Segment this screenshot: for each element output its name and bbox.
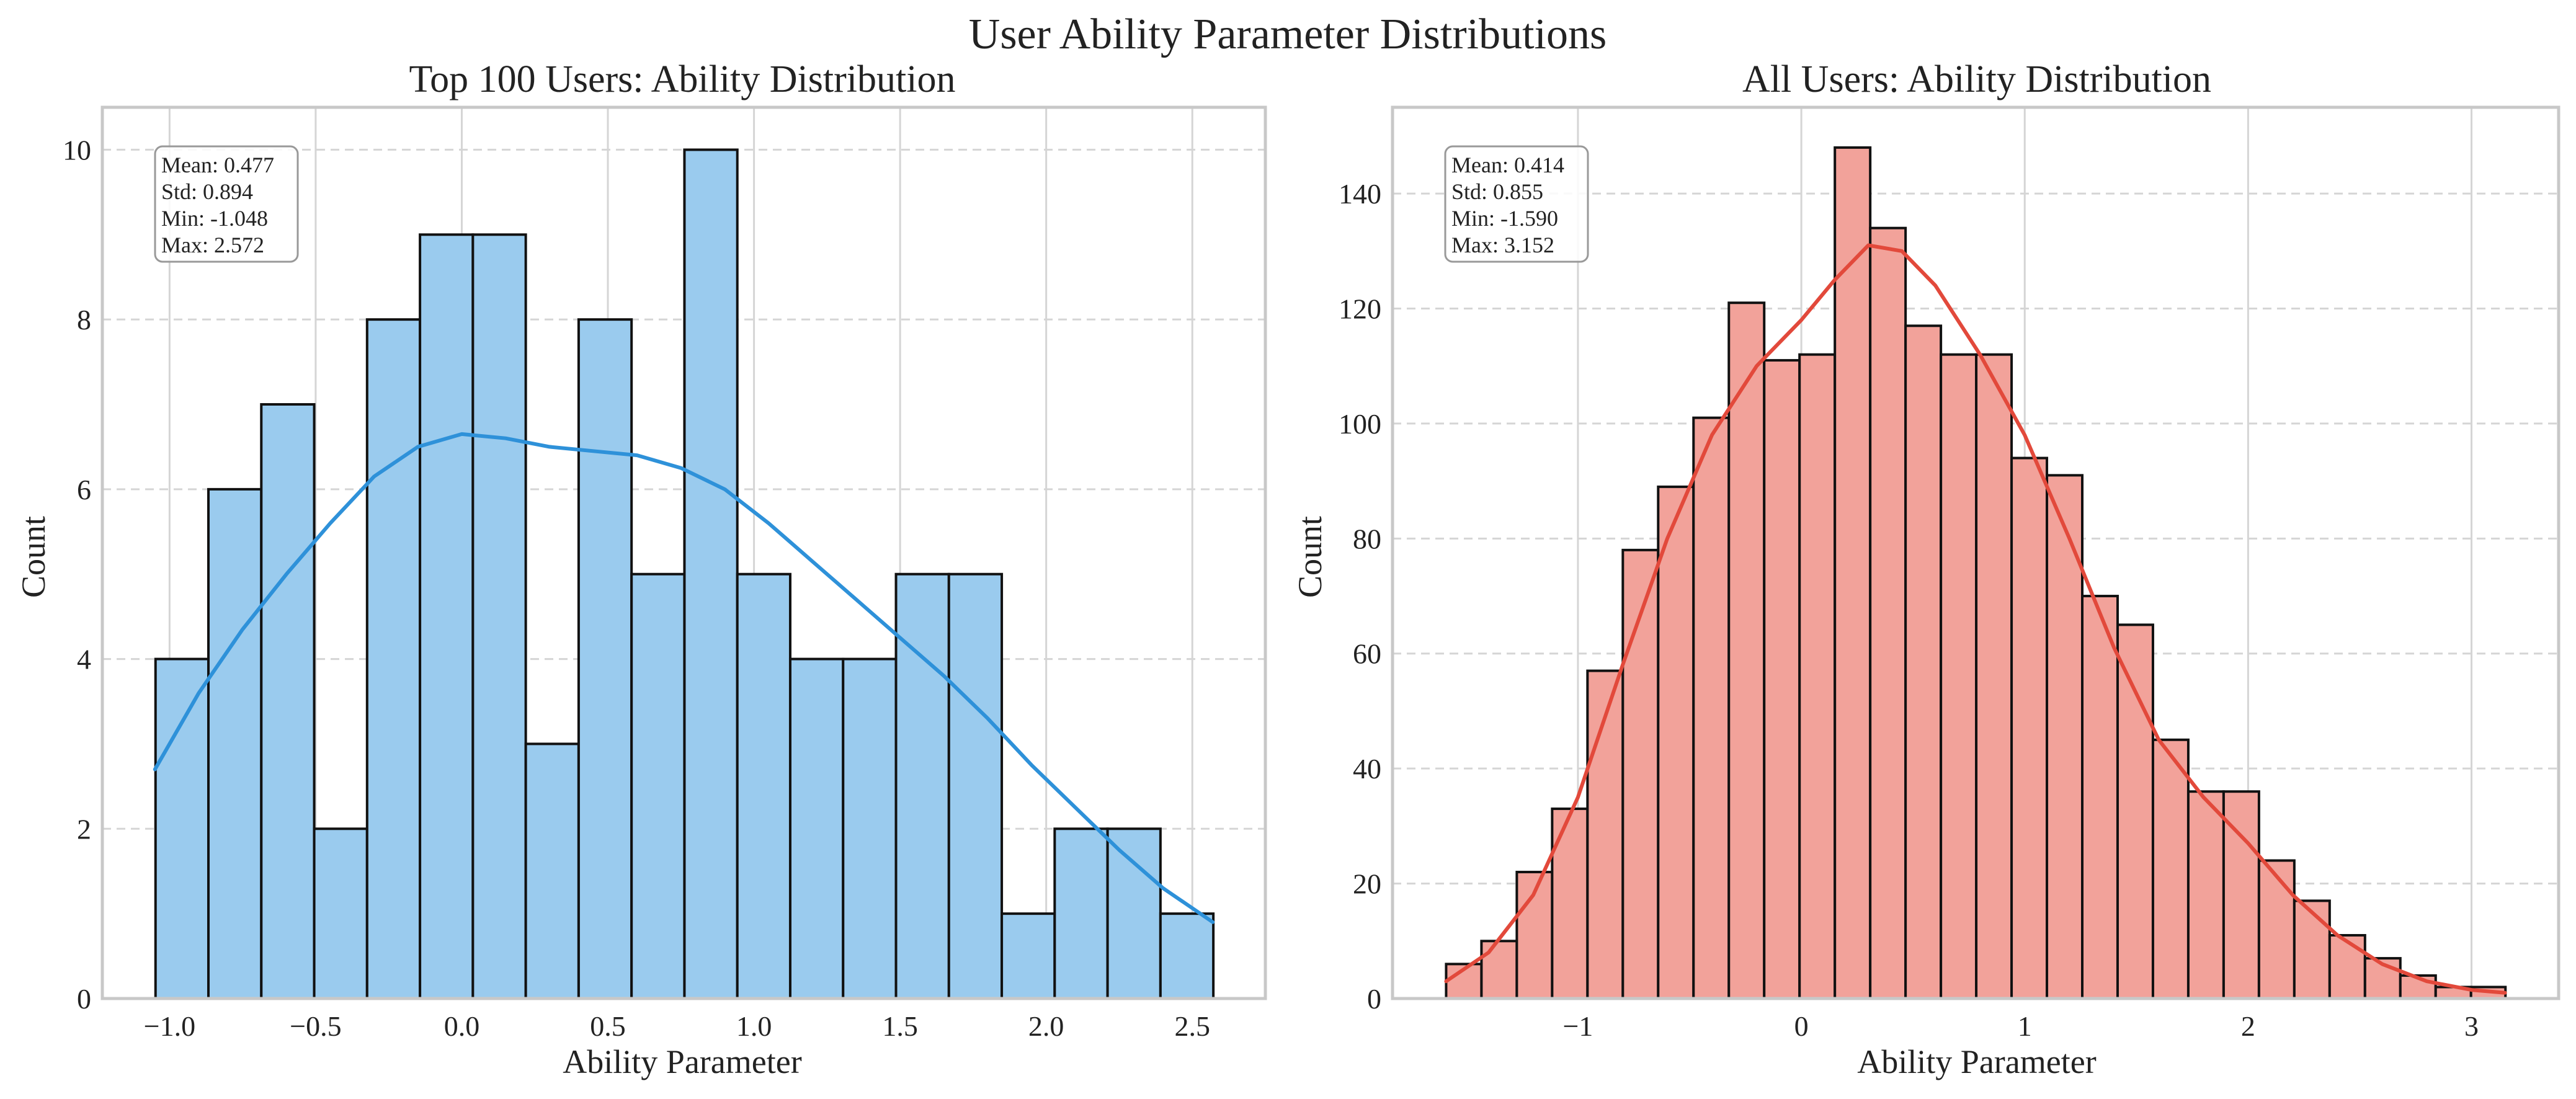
panel-all-users: All Users: Ability Distribution Ability … <box>1291 58 2560 1080</box>
x-tick-label: 1.5 <box>882 1010 918 1042</box>
histogram-bar <box>2046 474 2084 999</box>
x-tick-label: 2.0 <box>1028 1010 1064 1042</box>
stats-box <box>154 145 299 263</box>
histogram-bar <box>2010 456 2049 999</box>
x-tick-label: 1.0 <box>736 1010 772 1042</box>
x-tick-label: 0.5 <box>590 1010 626 1042</box>
histogram-bar <box>736 572 791 999</box>
stats-line: Std: 0.894 <box>161 179 253 204</box>
x-tick-label: 2.5 <box>1174 1010 1210 1042</box>
kde-curve <box>153 432 1215 924</box>
y-tick-label: 20 <box>1353 868 1381 900</box>
stats-box <box>1444 145 1589 263</box>
y-tick-label: 0 <box>77 983 91 1015</box>
y-tick-label: 40 <box>1353 753 1381 785</box>
plot-frame <box>1391 105 2560 1000</box>
stats-line: Min: -1.590 <box>1451 206 1558 231</box>
histogram-bar <box>1001 912 1056 999</box>
x-tick-label: −1 <box>1562 1010 1593 1042</box>
histogram-bar <box>313 827 368 999</box>
histogram-bar <box>2151 738 2190 999</box>
histogram-bar <box>577 318 633 999</box>
panel-title: All Users: Ability Distribution <box>1742 58 2211 100</box>
histogram-bar <box>1480 940 1518 999</box>
y-tick-label: 4 <box>77 644 91 675</box>
histogram-bar <box>788 657 845 999</box>
plot-frame <box>100 105 1267 1000</box>
histogram-bar <box>2081 595 2119 999</box>
histogram-bar <box>1940 353 1978 999</box>
x-tick-label: −1.0 <box>144 1010 195 1042</box>
y-tick-label: 100 <box>1339 408 1381 440</box>
y-tick-label: 10 <box>63 134 91 166</box>
y-tick-label: 60 <box>1353 638 1381 670</box>
histogram-bar <box>365 318 422 999</box>
histogram-bar <box>2257 859 2296 999</box>
histogram-bar <box>894 572 950 999</box>
panel-title: Top 100 Users: Ability Distribution <box>409 58 956 100</box>
histogram-bar <box>419 233 475 999</box>
panel-top-100-users: Top 100 Users: Ability Distribution Abil… <box>15 58 1267 1080</box>
histogram-bar <box>1692 416 1731 999</box>
x-tick-label: 0.0 <box>444 1010 480 1042</box>
y-tick-label: 8 <box>77 304 91 336</box>
histogram-bar <box>207 487 263 999</box>
histogram-bar <box>683 148 739 999</box>
y-tick-label: 2 <box>77 813 91 845</box>
x-axis-label: Ability Parameter <box>563 1043 801 1080</box>
x-tick-label: −0.5 <box>290 1010 341 1042</box>
histogram-bar <box>1159 912 1215 999</box>
y-axis-label: Count <box>1291 516 1329 598</box>
y-tick-label: 0 <box>1367 983 1381 1015</box>
histogram-bar <box>154 657 210 999</box>
x-tick-label: 2 <box>2241 1010 2255 1042</box>
y-axis-label: Count <box>15 516 52 598</box>
histogram-bar <box>1106 827 1162 999</box>
x-tick-label: 1 <box>2018 1010 2032 1042</box>
histogram-bar <box>2116 623 2154 999</box>
histogram-bar <box>260 403 316 999</box>
stats-line: Mean: 0.477 <box>161 153 274 177</box>
histogram-bar <box>2328 934 2366 999</box>
histogram-bar <box>630 572 686 999</box>
histogram-bar <box>1727 301 1766 999</box>
kde-curve <box>1444 243 2507 995</box>
stats-line: Mean: 0.414 <box>1451 153 1564 177</box>
histogram-bar <box>1053 827 1109 999</box>
y-tick-label: 140 <box>1339 178 1381 210</box>
histogram-bar <box>471 233 527 999</box>
stats-line: Std: 0.855 <box>1451 179 1543 204</box>
stats-line: Max: 2.572 <box>161 233 264 257</box>
histogram-bar <box>1551 808 1589 999</box>
histogram-bar <box>524 742 580 999</box>
y-tick-label: 6 <box>77 474 91 505</box>
stats-line: Min: -1.048 <box>161 206 268 231</box>
stats-line: Max: 3.152 <box>1451 233 1554 257</box>
y-tick-label: 120 <box>1339 293 1381 324</box>
x-tick-label: 3 <box>2464 1010 2479 1042</box>
histogram-bar <box>1904 324 1943 999</box>
figure-suptitle: User Ability Parameter Distributions <box>969 11 1607 58</box>
x-tick-label: 0 <box>1794 1010 1809 1042</box>
histogram-bar <box>1657 485 1695 999</box>
histogram-bar <box>842 657 898 999</box>
histogram-bar <box>1621 548 1660 999</box>
histogram-bar <box>947 572 1004 999</box>
histogram-bar <box>1763 358 1801 999</box>
histogram-bar <box>2293 899 2331 999</box>
histogram-bar <box>1975 353 2013 999</box>
histogram-bar <box>1869 226 1907 999</box>
y-tick-label: 80 <box>1353 523 1381 554</box>
x-axis-label: Ability Parameter <box>1857 1043 2096 1080</box>
histogram-bar <box>1586 669 1624 999</box>
histogram-bar <box>1798 353 1837 999</box>
histogram-bar <box>2186 790 2225 999</box>
